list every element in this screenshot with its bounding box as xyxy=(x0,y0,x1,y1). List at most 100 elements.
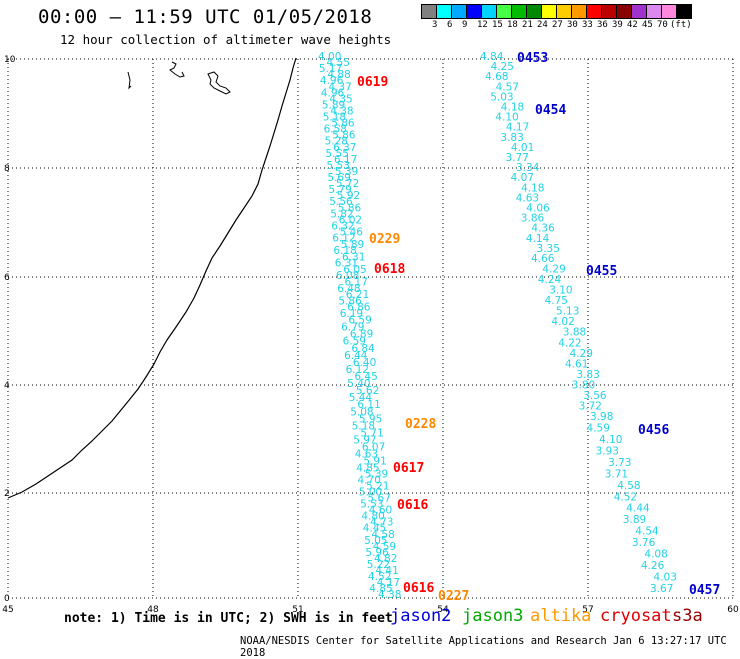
swh-value: 4.80 xyxy=(361,511,384,523)
swh-value: 6.89 xyxy=(350,329,373,341)
island xyxy=(169,61,185,78)
swh-value: 5.39 xyxy=(335,166,358,178)
swh-value: 4.58 xyxy=(617,480,640,492)
legend-label: 24 xyxy=(537,20,548,30)
swh-value: 6.79 xyxy=(341,322,364,334)
map-title: 00:00 – 11:59 UTC 01/05/2018 xyxy=(38,6,373,28)
pass-time-label: 0227 xyxy=(438,589,469,604)
swh-value: 5.21 xyxy=(366,481,389,493)
pass-time-label: 0229 xyxy=(369,232,400,247)
legend-label: 12 xyxy=(477,20,488,30)
coastline xyxy=(7,57,297,499)
legend-label: 36 xyxy=(597,20,608,30)
swh-value: 3.83 xyxy=(500,132,523,144)
swh-value: 4.58 xyxy=(371,529,394,541)
swh-value: 4.82 xyxy=(374,553,397,565)
mission-label: cryosat xyxy=(600,606,672,626)
swh-value: 4.00 xyxy=(318,51,341,63)
swh-value: 4.52 xyxy=(368,571,391,583)
swh-value: 4.63 xyxy=(355,449,378,461)
pass-time-label: 0617 xyxy=(393,461,424,476)
mission-label: s3a xyxy=(672,606,703,626)
legend-label: 70 xyxy=(657,20,668,30)
swh-value: 4.35 xyxy=(329,93,352,105)
swh-value: 4.88 xyxy=(327,69,350,81)
swh-value: 4.68 xyxy=(485,71,508,83)
legend-label: 33 xyxy=(582,20,593,30)
swh-value: 4.66 xyxy=(531,253,555,265)
swh-value: 6.45 xyxy=(354,371,377,383)
swh-value: 3.86 xyxy=(521,213,545,225)
y-tick-label: 0 xyxy=(4,594,10,604)
swh-value: 5.79 xyxy=(328,184,351,196)
swh-value: 3.56 xyxy=(583,390,607,402)
pass-time-label: 0457 xyxy=(689,583,720,598)
swh-value: 4.41 xyxy=(375,565,398,577)
island-group xyxy=(127,61,231,95)
swh-value: 4.18 xyxy=(501,102,524,114)
pass-time-label: 0453 xyxy=(517,51,548,66)
swh-value: 4.18 xyxy=(521,182,544,194)
swh-value: 3.73 xyxy=(608,457,631,469)
swh-value: 6.17 xyxy=(345,277,368,289)
swh-value: 4.24 xyxy=(538,274,562,286)
swh-value: 3.10 xyxy=(549,285,572,297)
swh-value: 6.59 xyxy=(343,336,366,348)
legend-label: 9 xyxy=(462,20,468,30)
island xyxy=(127,71,132,90)
swh-value: 5.67 xyxy=(368,493,391,505)
swh-value: 5.44 xyxy=(349,392,373,404)
pass-time-label: 0455 xyxy=(586,264,617,279)
legend-label: 18 xyxy=(507,20,518,30)
swh-value: 5.86 xyxy=(332,130,356,142)
swh-value: 3.35 xyxy=(537,243,560,255)
swh-value: 6.31 xyxy=(335,258,358,270)
credit-line: NOAA/NESDIS Center for Satellite Applica… xyxy=(240,635,727,659)
swh-value: 3.76 xyxy=(632,537,656,549)
swh-value: 4.17 xyxy=(377,577,400,589)
y-tick-label: 6 xyxy=(4,273,10,283)
x-tick-label: 57 xyxy=(582,605,593,615)
swh-value: 5.72 xyxy=(336,178,359,190)
swh-value: 6.17 xyxy=(334,154,357,166)
map-subtitle: 12 hour collection of altimeter wave hei… xyxy=(60,32,392,47)
swh-value: 4.02 xyxy=(551,316,574,328)
swh-value: 3.34 xyxy=(516,162,540,174)
swh-value: 4.37 xyxy=(328,81,351,93)
pass-time-label: 0616 xyxy=(403,581,434,596)
swh-value: 4.55 xyxy=(327,57,350,69)
swh-value: 4.07 xyxy=(511,172,534,184)
grid-lines xyxy=(7,58,734,599)
swh-value: 5.39 xyxy=(365,469,388,481)
legend-label: 3 xyxy=(432,20,438,30)
swh-value: 3.83 xyxy=(576,369,599,381)
swh-value: 4.38 xyxy=(330,106,353,118)
swh-value: 5.46 xyxy=(340,227,364,239)
swh-value: 5.92 xyxy=(337,190,360,202)
swh-value: 6.11 xyxy=(357,399,380,411)
color-legend: 3 6 9 12 15 18 21 24 27 30 33 36 39 42 45 70 (ft) xyxy=(421,4,692,33)
swh-value: 6.07 xyxy=(362,442,385,454)
pass-time-label: 0618 xyxy=(374,262,405,277)
legend-label: 42 xyxy=(627,20,638,30)
swh-value: 5.86 xyxy=(331,118,355,130)
swh-value: 3.88 xyxy=(563,327,586,339)
y-tick-label: 4 xyxy=(4,381,10,391)
swh-value: 5.17 xyxy=(319,63,342,75)
swh-value: 5.53 xyxy=(360,499,383,511)
swh-value: 4.08 xyxy=(644,549,667,561)
swh-value: 5.00 xyxy=(359,487,382,499)
swh-value: 4.26 xyxy=(641,560,665,572)
swh-value: 5.18 xyxy=(352,420,375,432)
legend-label: 21 xyxy=(522,20,533,30)
swh-value: 6.37 xyxy=(333,142,356,154)
swh-value: 4.10 xyxy=(599,434,622,446)
swh-value: 6.48 xyxy=(337,283,360,295)
swh-value: 4.14 xyxy=(526,233,550,245)
swh-value: 4.29 xyxy=(570,348,593,360)
swh-value: 5.86 xyxy=(338,202,362,214)
legend-swatches xyxy=(421,4,692,19)
swh-value: 4.60 xyxy=(369,505,392,517)
swh-value: 4.29 xyxy=(542,264,565,276)
swh-value: 5.62 xyxy=(356,385,379,397)
